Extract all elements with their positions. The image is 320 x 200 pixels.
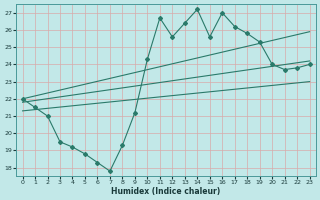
X-axis label: Humidex (Indice chaleur): Humidex (Indice chaleur) <box>111 187 221 196</box>
